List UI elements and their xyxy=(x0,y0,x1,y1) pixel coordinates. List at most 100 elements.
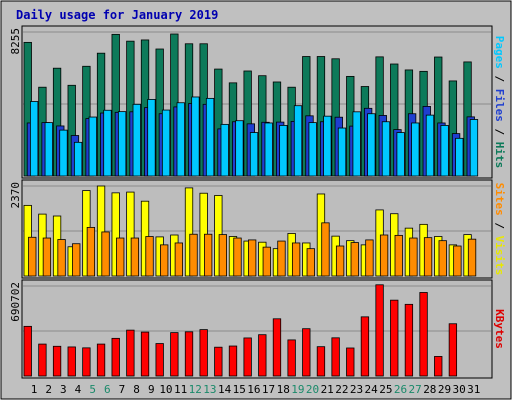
chart-title: Daily usage for January 2019 xyxy=(16,8,218,22)
bar-pages-7 xyxy=(117,111,127,177)
bar-sites-8 xyxy=(130,237,140,277)
bar-pages-18 xyxy=(279,125,288,177)
legend-part: Files xyxy=(493,89,506,122)
x-tick-label: 30 xyxy=(453,383,466,396)
bar-kbytes-29 xyxy=(434,356,443,377)
x-tick-label: 3 xyxy=(60,383,67,396)
bar-visits-7 xyxy=(111,192,120,277)
x-tick-label: 22 xyxy=(335,383,348,396)
bar-sites-12 xyxy=(189,233,198,277)
bar-kbytes-4 xyxy=(67,346,76,377)
x-tick-label: 2 xyxy=(45,383,52,396)
bar-pages-1 xyxy=(29,101,39,177)
x-tick-label: 13 xyxy=(203,383,216,396)
x-tick-label: 7 xyxy=(119,383,126,396)
bar-pages-30 xyxy=(455,137,464,177)
bar-pages-3 xyxy=(59,129,68,177)
bar-visits-8 xyxy=(126,191,135,277)
bar-kbytes-28 xyxy=(419,292,428,377)
panel-mid-legend: Sites / Visits xyxy=(493,183,506,276)
bar-sites-29 xyxy=(438,240,447,277)
bar-kbytes-27 xyxy=(404,303,414,377)
bar-kbytes-3 xyxy=(52,345,62,377)
bar-pages-31 xyxy=(469,119,479,177)
x-tick-label: 21 xyxy=(321,383,334,396)
bar-kbytes-25 xyxy=(375,284,384,377)
x-tick-label: 27 xyxy=(409,383,422,396)
bar-pages-5 xyxy=(88,116,97,177)
bar-sites-15 xyxy=(233,237,242,277)
bar-kbytes-7 xyxy=(111,337,120,377)
bar-pages-24 xyxy=(367,113,376,177)
bar-kbytes-8 xyxy=(126,329,135,377)
x-tick-label: 5 xyxy=(89,383,96,396)
bar-sites-14 xyxy=(218,234,227,277)
bar-kbytes-16 xyxy=(243,337,252,377)
bar-pages-19 xyxy=(293,105,303,177)
panel-bottom-ymax-label: 690702 xyxy=(9,282,22,322)
bar-sites-11 xyxy=(174,242,184,277)
bar-kbytes-19 xyxy=(287,339,296,377)
bar-pages-16 xyxy=(249,132,259,177)
x-tick-label: 4 xyxy=(75,383,82,396)
bar-sites-28 xyxy=(423,237,433,277)
x-tick-label: 12 xyxy=(189,383,202,396)
x-tick-label: 18 xyxy=(277,383,290,396)
panel-mid: 2370 Sites / Visits xyxy=(9,179,506,279)
legend-part: / xyxy=(493,122,506,142)
bar-kbytes-2 xyxy=(38,343,47,377)
bar-pages-2 xyxy=(44,122,53,177)
legend-part: / xyxy=(493,216,506,236)
bar-visits-12 xyxy=(184,187,194,277)
panels: 8255 Pages / Files / Hits 2370 Sites / Visi… xyxy=(9,25,506,379)
panel-top-ymax-label: 8255 xyxy=(9,28,22,55)
bar-kbytes-11 xyxy=(170,332,179,377)
x-tick-label: 14 xyxy=(218,383,232,396)
x-tick-label: 28 xyxy=(423,383,436,396)
bar-pages-21 xyxy=(323,115,332,177)
bar-sites-6 xyxy=(101,231,110,277)
bar-sites-25 xyxy=(379,234,389,277)
bar-pages-10 xyxy=(161,109,171,177)
bar-kbytes-5 xyxy=(82,347,91,377)
legend-part: Sites xyxy=(493,183,506,216)
bar-sites-23 xyxy=(350,242,359,277)
bar-pages-27 xyxy=(411,122,420,177)
bar-sites-20 xyxy=(306,248,315,277)
x-tick-label: 1 xyxy=(31,383,38,396)
bar-kbytes-12 xyxy=(184,331,194,377)
legend-part: Visits xyxy=(493,236,506,276)
x-tick-label: 19 xyxy=(291,383,304,396)
bar-kbytes-1 xyxy=(23,325,32,377)
bar-sites-27 xyxy=(409,237,418,277)
bar-sites-7 xyxy=(116,237,125,277)
bar-sites-13 xyxy=(204,233,213,277)
bar-pages-29 xyxy=(440,125,449,177)
panel-bottom-legend: KBytes xyxy=(493,309,506,349)
legend-part: Pages xyxy=(493,36,506,69)
panel-mid-ymax-label: 2370 xyxy=(9,182,22,209)
bar-pages-14 xyxy=(220,123,229,177)
bar-kbytes-22 xyxy=(331,337,340,377)
bar-pages-26 xyxy=(396,132,405,177)
bar-kbytes-17 xyxy=(258,334,267,377)
bar-pages-22 xyxy=(337,127,347,177)
x-tick-label: 29 xyxy=(438,383,451,396)
x-tick-label: 25 xyxy=(379,383,392,396)
x-tick-label: 6 xyxy=(104,383,111,396)
bar-sites-24 xyxy=(365,239,374,277)
bar-kbytes-18 xyxy=(272,318,282,377)
bar-pages-25 xyxy=(381,121,391,177)
x-tick-label: 9 xyxy=(148,383,155,396)
bar-kbytes-6 xyxy=(96,343,106,377)
bar-kbytes-9 xyxy=(140,331,150,377)
bar-pages-13 xyxy=(205,97,215,177)
bar-pages-20 xyxy=(308,122,317,177)
bar-sites-5 xyxy=(86,226,96,277)
bar-sites-9 xyxy=(145,236,154,277)
x-tick-label: 17 xyxy=(262,383,275,396)
legend-part: Hits xyxy=(493,142,506,169)
bar-kbytes-14 xyxy=(214,346,223,377)
legend-part: / xyxy=(493,69,506,89)
